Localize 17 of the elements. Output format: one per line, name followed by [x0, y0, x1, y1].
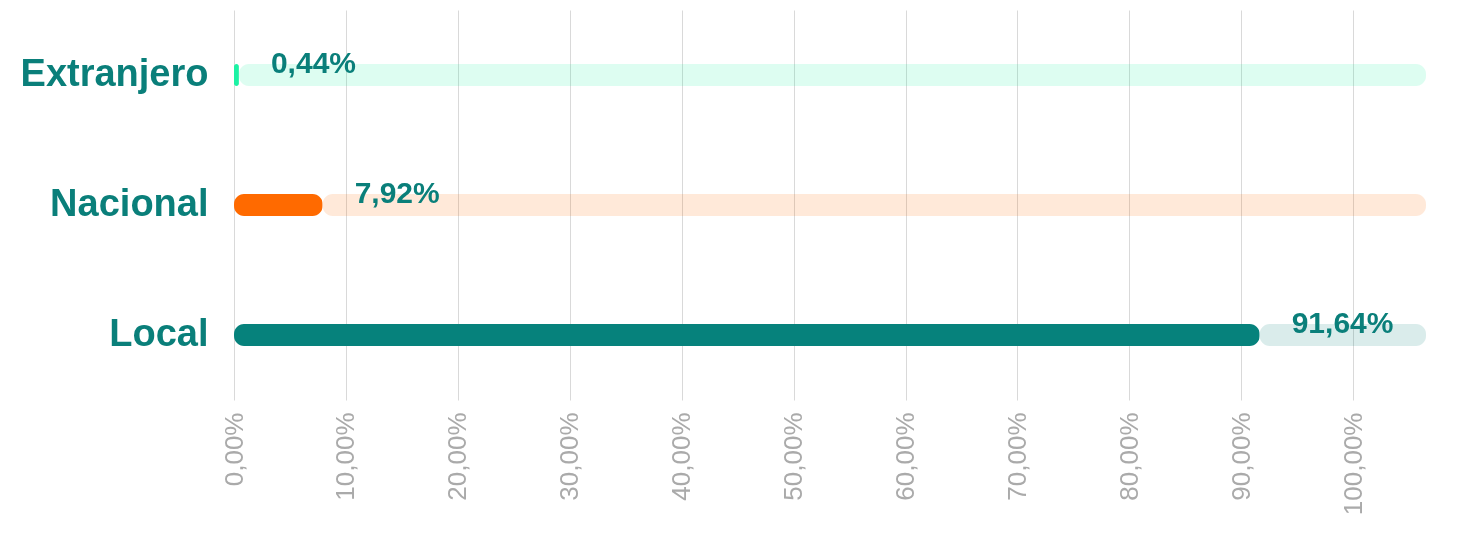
- x-tick-label: 50,00%: [778, 412, 809, 501]
- x-tick-label: 10,00%: [330, 412, 361, 501]
- x-tick-label: 40,00%: [666, 412, 697, 501]
- x-tick-label: 60,00%: [890, 412, 921, 501]
- x-tick-label: 80,00%: [1113, 412, 1144, 501]
- x-tick-label: 0,00%: [218, 412, 249, 487]
- x-tick-label: 20,00%: [442, 412, 473, 501]
- x-tick-label: 30,00%: [554, 412, 585, 501]
- y-tick-label: Nacional: [50, 182, 209, 224]
- data-label: 91,64%: [1291, 306, 1394, 339]
- y-tick-label: Extranjero: [20, 52, 209, 94]
- data-label: 0,44%: [270, 46, 356, 79]
- data-label: 7,92%: [354, 176, 440, 209]
- x-tick-label: 90,00%: [1225, 412, 1256, 501]
- x-tick-label: 100,00%: [1337, 412, 1368, 516]
- x-tick-label: 70,00%: [1001, 412, 1032, 501]
- y-tick-label: Local: [109, 312, 209, 354]
